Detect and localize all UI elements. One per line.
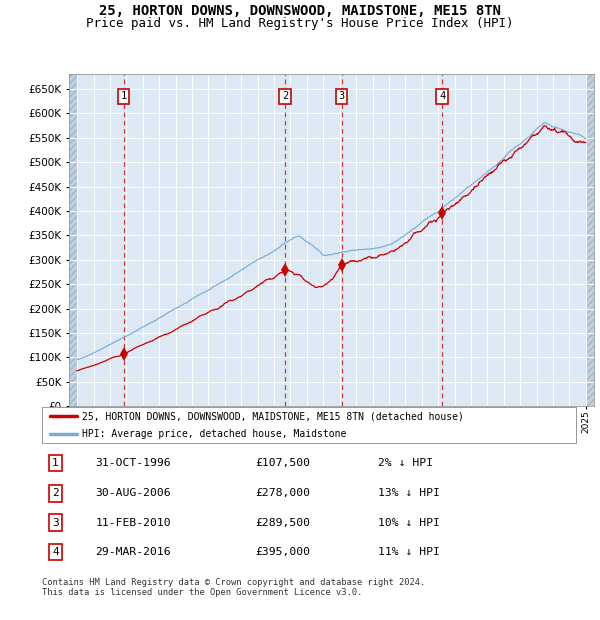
Text: 2% ↓ HPI: 2% ↓ HPI (379, 458, 433, 468)
Bar (586, 74, 594, 406)
Bar (69, 74, 77, 406)
Text: 25, HORTON DOWNS, DOWNSWOOD, MAIDSTONE, ME15 8TN (detached house): 25, HORTON DOWNS, DOWNSWOOD, MAIDSTONE, … (82, 411, 464, 422)
Text: Price paid vs. HM Land Registry's House Price Index (HPI): Price paid vs. HM Land Registry's House … (86, 17, 514, 30)
Text: 1: 1 (121, 91, 127, 101)
Text: 4: 4 (52, 547, 59, 557)
Text: £289,500: £289,500 (256, 518, 311, 528)
Text: 29-MAR-2016: 29-MAR-2016 (95, 547, 171, 557)
Text: 1: 1 (52, 458, 59, 468)
Text: £107,500: £107,500 (256, 458, 311, 468)
Text: 2: 2 (282, 91, 288, 101)
Text: 10% ↓ HPI: 10% ↓ HPI (379, 518, 440, 528)
Text: 3: 3 (338, 91, 344, 101)
Text: Contains HM Land Registry data © Crown copyright and database right 2024.
This d: Contains HM Land Registry data © Crown c… (42, 578, 425, 597)
Text: 3: 3 (52, 518, 59, 528)
Text: 11% ↓ HPI: 11% ↓ HPI (379, 547, 440, 557)
Text: HPI: Average price, detached house, Maidstone: HPI: Average price, detached house, Maid… (82, 429, 346, 440)
Text: £395,000: £395,000 (256, 547, 311, 557)
Text: 11-FEB-2010: 11-FEB-2010 (95, 518, 171, 528)
Text: 4: 4 (439, 91, 445, 101)
Text: 25, HORTON DOWNS, DOWNSWOOD, MAIDSTONE, ME15 8TN: 25, HORTON DOWNS, DOWNSWOOD, MAIDSTONE, … (99, 4, 501, 19)
Text: 30-AUG-2006: 30-AUG-2006 (95, 489, 171, 498)
Text: 31-OCT-1996: 31-OCT-1996 (95, 458, 171, 468)
Text: 2: 2 (52, 489, 59, 498)
Text: 13% ↓ HPI: 13% ↓ HPI (379, 489, 440, 498)
Text: £278,000: £278,000 (256, 489, 311, 498)
